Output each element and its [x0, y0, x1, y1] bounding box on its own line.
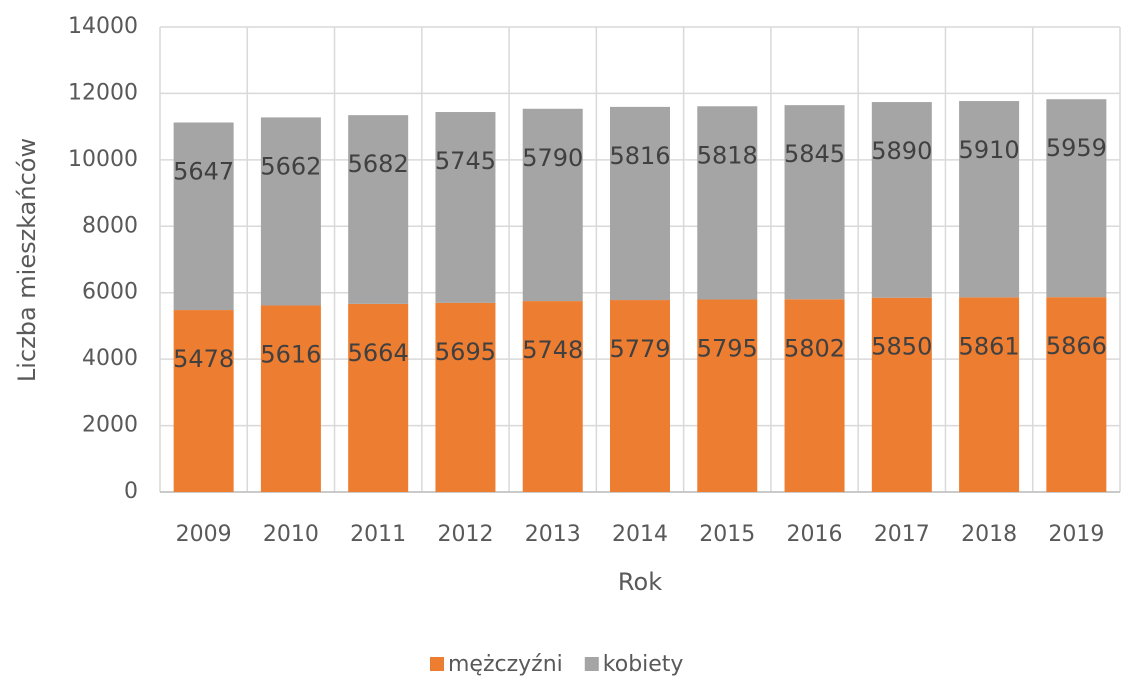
data-label: 5790: [522, 144, 583, 172]
x-tick-label: 2012: [437, 522, 493, 547]
data-label: 5802: [784, 334, 845, 362]
bar-segment: [784, 105, 845, 300]
bar-segment: [697, 106, 758, 300]
bar-segment: [173, 310, 234, 492]
data-label: 5861: [959, 332, 1020, 360]
x-tick-label: 2015: [699, 522, 755, 547]
bar-segment: [697, 299, 758, 492]
bar-segment: [959, 101, 1020, 298]
data-label: 5664: [348, 339, 409, 367]
x-tick-label: 2019: [1048, 522, 1104, 547]
data-label: 5818: [697, 141, 758, 169]
data-label: 5850: [871, 333, 932, 361]
data-label: 5779: [609, 335, 670, 363]
bar-segment: [173, 122, 234, 311]
x-tick-label: 2011: [350, 522, 406, 547]
x-tick-label: 2017: [874, 522, 930, 547]
data-label: 5748: [522, 336, 583, 364]
bar-segment: [959, 297, 1020, 492]
data-label: 5845: [784, 140, 845, 168]
x-tick-label: 2016: [787, 522, 843, 547]
bar-segment: [610, 106, 670, 301]
legend-swatch: [430, 657, 444, 671]
x-tick-label: 2009: [176, 522, 232, 547]
y-axis-label: Liczba mieszkańców: [13, 138, 41, 382]
y-tick-label: 0: [124, 479, 138, 504]
data-label: 5795: [697, 335, 758, 363]
y-tick-label: 4000: [82, 346, 138, 371]
bar-segment: [1046, 99, 1107, 298]
bar-segment: [784, 299, 845, 492]
x-tick-label: 2013: [525, 522, 581, 547]
bar-segment: [1046, 297, 1107, 492]
bar-segment: [348, 303, 409, 492]
legend-swatch: [584, 657, 599, 671]
data-label: 5745: [435, 147, 496, 175]
data-label: 5816: [609, 142, 670, 170]
x-tick-label: 2014: [612, 522, 668, 547]
y-tick-label: 10000: [68, 147, 138, 172]
data-label: 5616: [260, 340, 321, 368]
data-label: 5890: [871, 137, 932, 165]
data-label: 5478: [173, 345, 234, 373]
bar-segment: [871, 297, 932, 492]
legend-label: kobiety: [603, 652, 684, 677]
data-label: 5866: [1046, 332, 1107, 360]
data-label: 5959: [1046, 134, 1107, 162]
bar-segment: [260, 117, 321, 306]
legend-label: mężczyźni: [448, 652, 563, 677]
bar-segment: [435, 302, 496, 492]
x-axis-label: Rok: [618, 568, 662, 596]
data-label: 5662: [260, 152, 321, 180]
y-tick-label: 14000: [68, 14, 138, 39]
y-tick-label: 12000: [68, 80, 138, 105]
x-tick-label: 2010: [263, 522, 319, 547]
bar-segment: [435, 112, 496, 303]
data-label: 5695: [435, 338, 496, 366]
data-label: 5682: [348, 150, 409, 178]
y-tick-label: 8000: [82, 213, 138, 238]
y-tick-label: 2000: [82, 413, 138, 438]
bar-segment: [610, 300, 670, 492]
bar-segment: [260, 305, 321, 492]
data-label: 5910: [959, 136, 1020, 164]
bar-segment: [348, 115, 409, 304]
y-tick-label: 6000: [82, 280, 138, 305]
bar-segment: [522, 301, 583, 492]
data-label: 5647: [173, 157, 234, 185]
bar-segment: [871, 102, 932, 298]
x-tick-label: 2018: [961, 522, 1017, 547]
bar-segment: [522, 108, 583, 302]
